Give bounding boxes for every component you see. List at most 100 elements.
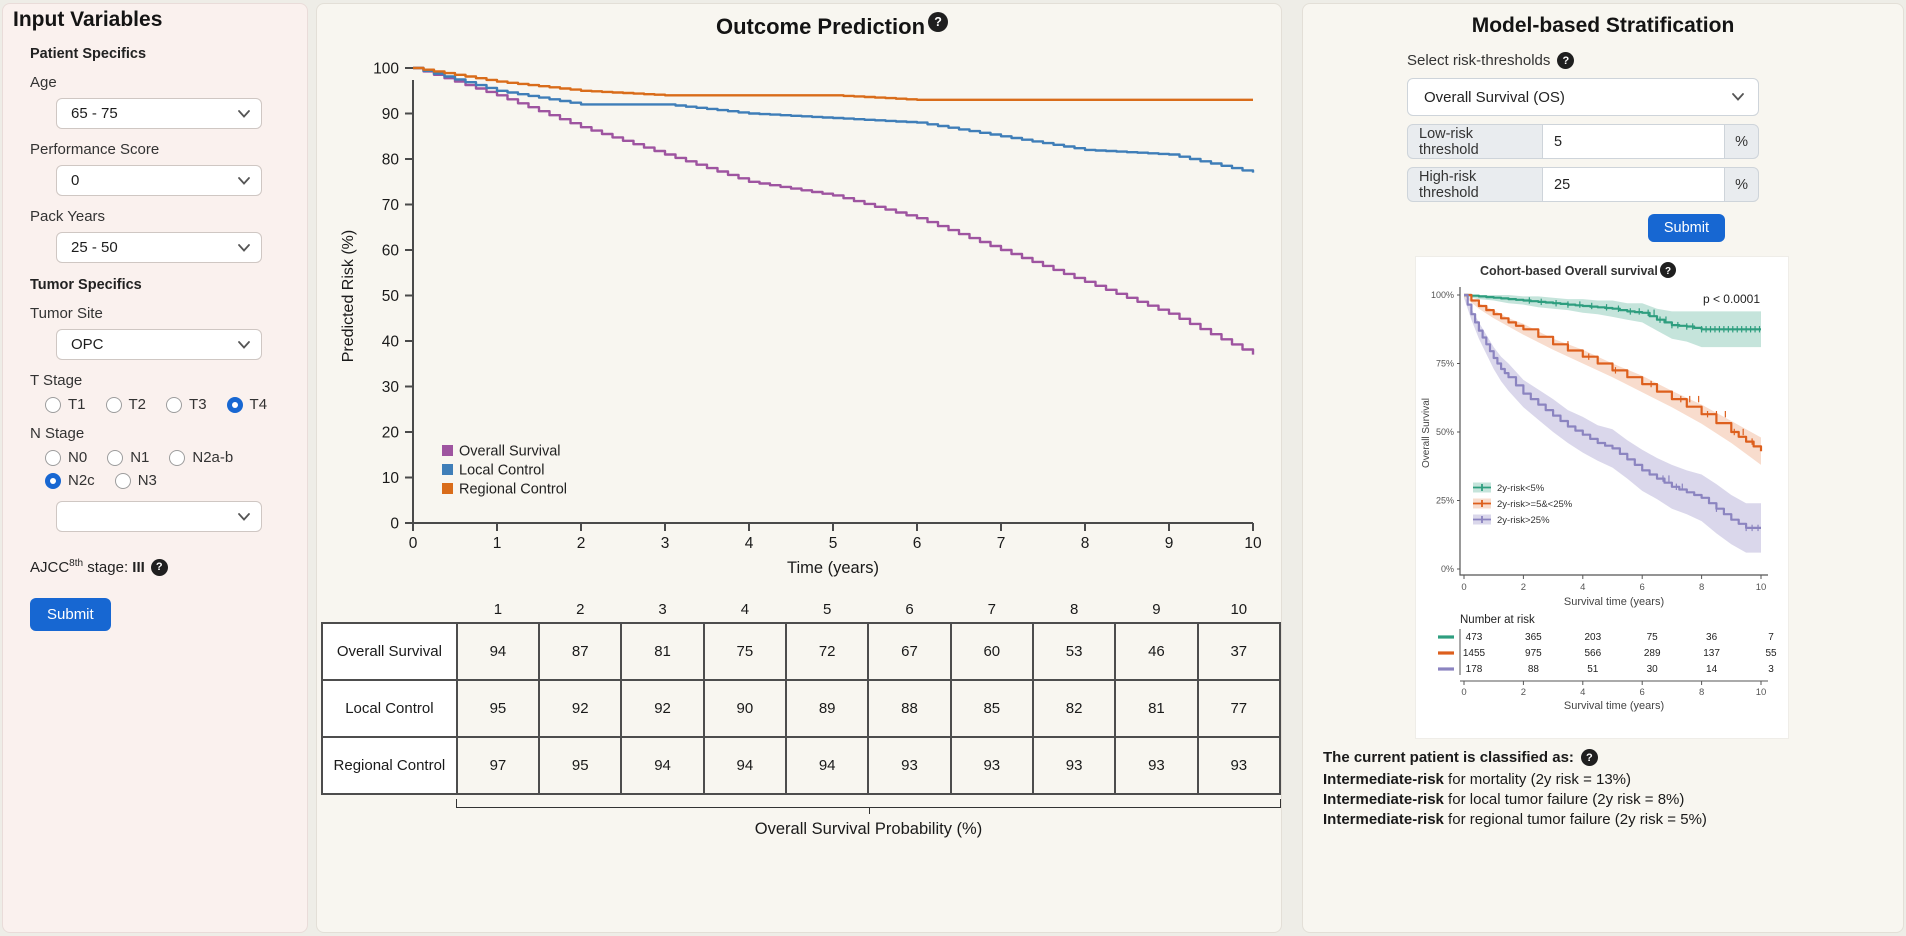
number-at-risk-value: 1455: [1463, 648, 1486, 659]
age-label: Age: [30, 74, 57, 91]
performance-score-select[interactable]: 0: [56, 165, 262, 196]
table-cell: 94: [785, 736, 870, 795]
svg-text:70: 70: [382, 197, 400, 214]
classification-line-mortality: Intermediate-risk for mortality (2y risk…: [1323, 771, 1632, 788]
high-risk-threshold-group: High-risk threshold %: [1407, 167, 1759, 202]
input-submit-button[interactable]: Submit: [30, 598, 111, 631]
stratification-panel: Model-based Stratification Select risk-t…: [1302, 3, 1904, 933]
hpv-status-select[interactable]: [56, 501, 262, 532]
select-risk-thresholds-label: Select risk-thresholds: [1407, 52, 1551, 69]
table-header-year: 3: [658, 601, 667, 618]
radio-n1[interactable]: N1: [107, 449, 149, 466]
radio-n1-circle[interactable]: [107, 449, 124, 466]
number-at-risk-value: 36: [1706, 632, 1718, 643]
radio-t2-circle[interactable]: [105, 396, 122, 413]
table-cell: 89: [785, 679, 870, 738]
svg-text:8: 8: [1699, 687, 1704, 698]
svg-text:?: ?: [1665, 266, 1671, 277]
radio-n3-circle[interactable]: [114, 472, 131, 489]
svg-text:6: 6: [1640, 687, 1645, 698]
table-row-label: Regional Control: [321, 736, 458, 795]
outcome-type-select[interactable]: Overall Survival (OS): [1407, 78, 1759, 116]
svg-text:9: 9: [1165, 535, 1174, 552]
series-line-local-control: [413, 66, 1255, 173]
table-cell: 93: [1196, 736, 1282, 795]
radio-n0-circle[interactable]: [45, 449, 61, 466]
svg-text:6: 6: [913, 535, 922, 552]
table-header-year: 9: [1152, 601, 1161, 618]
radio-n2ab[interactable]: N2a-b: [169, 449, 233, 466]
table-cell: 75: [702, 622, 788, 681]
outcome-table: 1 2 3 4 5 6 7 8 9 10 Overall Survival 94 87 81 75 72 67 6…: [321, 597, 1282, 795]
radio-n2c[interactable]: N2c: [45, 472, 95, 489]
number-at-risk-value: 975: [1525, 648, 1542, 659]
table-header-year: 6: [905, 601, 914, 618]
age-select[interactable]: 65 - 75: [56, 98, 262, 129]
svg-text:80: 80: [382, 152, 400, 169]
chevron-down-icon: [238, 340, 250, 349]
cohort-km-chart: Cohort-based Overall survival ? p < 0.0001…: [1421, 262, 1777, 712]
radio-t4[interactable]: T4: [226, 396, 267, 413]
svg-text:50: 50: [382, 288, 400, 305]
pack-years-select[interactable]: 25 - 50: [56, 232, 262, 263]
svg-text:40: 40: [382, 334, 400, 351]
cohort-km-card: Cohort-based Overall survival? p < 0.0001…: [1415, 256, 1789, 739]
svg-text:1: 1: [493, 535, 502, 552]
radio-n2ab-circle[interactable]: [169, 449, 186, 466]
radio-n2ab-label: N2a-b: [192, 449, 234, 466]
table-cell: 53: [1031, 622, 1117, 681]
svg-text:20: 20: [382, 425, 400, 442]
svg-text:8: 8: [1081, 535, 1090, 552]
pack-years-select-value: 25 - 50: [71, 239, 118, 256]
chevron-down-icon: [1732, 93, 1744, 101]
stratification-title: Model-based Stratification: [1303, 14, 1903, 38]
svg-text:0: 0: [390, 516, 399, 533]
n-stage-label: N Stage: [30, 425, 85, 442]
svg-text:75%: 75%: [1436, 359, 1454, 369]
stratification-title-text: Model-based Stratification: [1471, 14, 1735, 37]
table-cell: 93: [1031, 736, 1117, 795]
performance-score-select-value: 0: [71, 172, 80, 189]
outcome-prediction-chart: 0 10 20 30 40 50 60 70 80 90 100 0 1 2 3 4 5 6 7 8 9 10 Time (…: [340, 61, 1262, 578]
stratification-submit-button[interactable]: Submit: [1647, 214, 1725, 242]
table-cell: 90: [702, 679, 788, 738]
number-at-risk-value: 289: [1644, 648, 1661, 659]
number-at-risk-value: 51: [1587, 664, 1599, 675]
help-icon[interactable]: ?: [150, 558, 168, 576]
low-risk-threshold-suffix: %: [1724, 124, 1759, 159]
tumor-site-select[interactable]: OPC: [56, 329, 262, 360]
help-icon[interactable]: ?: [928, 12, 949, 32]
table-row: Regional Control 97 95 94 94 94 93 93 93 93 93: [321, 736, 1282, 795]
outcome-title: Outcome Prediction: [715, 14, 926, 39]
table-cell: 77: [1196, 679, 1282, 738]
radio-t1[interactable]: T1: [45, 396, 86, 413]
radio-t3[interactable]: T3: [166, 396, 207, 413]
table-cell: 46: [1114, 622, 1199, 681]
table-cell: 72: [785, 622, 870, 681]
help-icon[interactable]: ?: [1557, 52, 1575, 69]
km-legend-label: 2y-risk<5%: [1497, 483, 1545, 494]
classification-block: The current patient is classified as: ? …: [1323, 749, 1903, 828]
number-at-risk-value: 137: [1703, 648, 1720, 659]
radio-t1-circle[interactable]: [45, 396, 61, 413]
radio-t2-label: T2: [128, 396, 147, 413]
km-pvalue: p < 0.0001: [1703, 292, 1760, 306]
legend-label: Regional Control: [459, 482, 567, 498]
radio-t3-circle[interactable]: [166, 396, 183, 413]
table-cell: 92: [538, 679, 623, 738]
outcome-table-wrap: 1 2 3 4 5 6 7 8 9 10 Overall Survival 94 87 81 75 72 67 6…: [321, 597, 1282, 795]
radio-t2[interactable]: T2: [105, 396, 147, 413]
svg-text:4: 4: [1580, 582, 1585, 593]
radio-n2c-circle[interactable]: [45, 472, 61, 489]
radio-n3[interactable]: N3: [114, 472, 157, 489]
table-footer-label: Overall Survival Probability (%): [754, 820, 983, 838]
stratification-submit-row: Submit: [1407, 214, 1725, 242]
high-risk-threshold-input[interactable]: [1542, 167, 1726, 202]
svg-text:100%: 100%: [1431, 290, 1454, 300]
help-icon[interactable]: ?: [1580, 749, 1598, 766]
table-cell: 85: [949, 679, 1034, 738]
radio-n0[interactable]: N0: [45, 449, 87, 466]
low-risk-threshold-input[interactable]: [1542, 124, 1726, 159]
radio-t4-circle[interactable]: [226, 396, 243, 413]
number-at-risk-value: 473: [1466, 632, 1483, 643]
